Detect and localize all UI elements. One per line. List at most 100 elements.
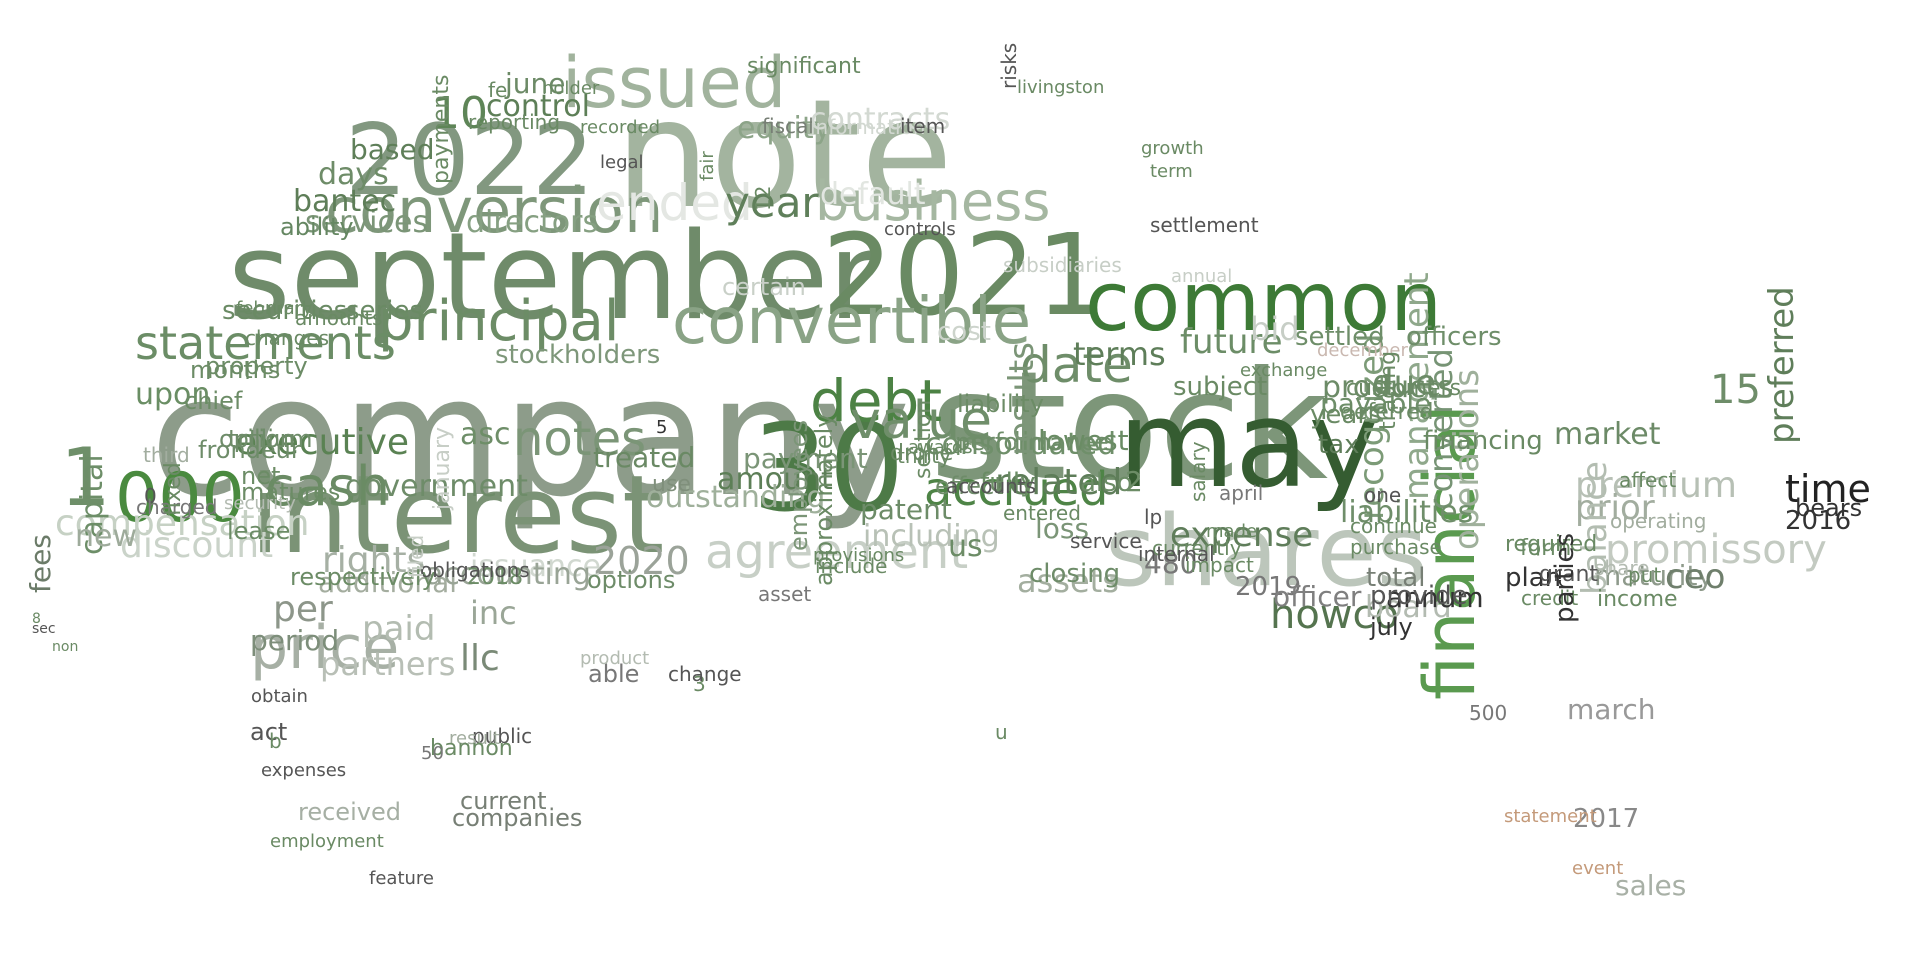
word-item: item — [900, 114, 946, 138]
word-statements: statements — [135, 316, 396, 370]
word-cash: cash — [265, 455, 391, 518]
word-period: period — [250, 624, 340, 657]
word-480: 480 — [1144, 547, 1198, 580]
word-us: us — [948, 529, 983, 564]
word-obtain: obtain — [251, 686, 308, 707]
word-series: series — [346, 296, 423, 326]
word-september: september — [228, 208, 878, 347]
word-january: january — [430, 426, 455, 510]
word-1: 1 — [60, 431, 111, 524]
word-sec: sec — [32, 621, 56, 637]
word-time: time — [1785, 467, 1871, 511]
word-drone: drone — [890, 441, 954, 466]
word-note: note — [615, 68, 953, 242]
word-llc: llc — [460, 638, 500, 679]
word-may: may — [1118, 376, 1380, 515]
word-2022: 2022 — [345, 104, 595, 218]
word-settled: settled — [1295, 322, 1385, 352]
word-credit: credit — [1521, 586, 1579, 610]
word-certain: certain — [722, 273, 806, 301]
word-feature: feature — [369, 868, 434, 889]
word-ability: ability — [280, 213, 354, 241]
word-premium: premium — [1575, 465, 1737, 506]
word-deferred: deferred — [1340, 400, 1434, 425]
word-15: 15 — [1710, 367, 1761, 413]
word-bears: bears — [1795, 494, 1863, 522]
word-years: years — [1310, 400, 1382, 430]
word-amount: amount — [717, 462, 833, 497]
word-use: use — [652, 472, 691, 497]
word-ended: ended — [596, 174, 753, 232]
word-market: market — [1554, 417, 1661, 452]
word-cost: cost — [937, 317, 991, 347]
word-days: days — [318, 157, 389, 192]
word-board: board — [1365, 590, 1452, 625]
word-bannon: bannon — [430, 736, 513, 761]
word-expense: expense — [1170, 515, 1314, 555]
word-principal: principal — [378, 289, 620, 354]
word-expenses: expenses — [261, 760, 347, 781]
word-2020: 2020 — [593, 539, 690, 583]
word-lowest: lowest — [1038, 424, 1129, 457]
word-june: june — [505, 67, 566, 100]
word-prior: prior — [1575, 488, 1655, 528]
word-also: also — [1080, 468, 1133, 498]
word-filed: filed — [404, 534, 428, 578]
word-trillium: trillium — [228, 425, 313, 453]
word-december: december — [1317, 340, 1408, 361]
word-rights: rights — [322, 540, 426, 581]
word-company: company — [150, 341, 911, 533]
word-form: form — [1520, 536, 1572, 561]
word-operating: operating — [1610, 509, 1707, 533]
word-discount: discount — [120, 525, 274, 566]
word-charged: charged — [136, 495, 218, 519]
word-preferred: preferred — [1762, 286, 1802, 444]
word-required: required — [1505, 532, 1598, 557]
word-partners: partners — [320, 645, 456, 683]
word-officers: officers — [1406, 322, 1502, 352]
word-annum: annum — [1386, 581, 1484, 614]
word-holder: holder — [542, 78, 600, 99]
word-asc: asc — [460, 417, 511, 452]
word-growth: growth — [1141, 138, 1204, 159]
word-accounts: accounts — [946, 474, 1037, 498]
word-customers: customers — [1346, 376, 1462, 401]
word-future: future — [1180, 322, 1283, 362]
word-liability: liability — [957, 390, 1044, 418]
word-net: net — [241, 462, 281, 490]
word-additional: additional — [318, 566, 458, 599]
word-entered: entered — [1003, 501, 1081, 525]
word-plan: plan — [1505, 563, 1562, 593]
word-payments: payments — [429, 74, 454, 184]
word-2021: 2021 — [822, 211, 1108, 341]
word-livingston: livingston — [1017, 77, 1105, 98]
word-including: including — [863, 519, 1000, 554]
word-companies: companies — [452, 804, 583, 832]
word-fair: fair — [697, 151, 718, 181]
word-made: made — [1206, 521, 1258, 542]
word-effect: effect — [935, 472, 1004, 500]
word-fiscal: fiscal — [762, 114, 814, 138]
word-30: 30 — [752, 400, 905, 539]
word-received: received — [298, 798, 401, 826]
word-consolidated: consolidated — [925, 427, 1117, 462]
word-default: default — [820, 177, 926, 212]
word-howco: howco — [1270, 592, 1400, 638]
word-april: april — [1219, 481, 1264, 505]
word-lease: lease — [227, 517, 291, 545]
word-july: july — [1370, 613, 1413, 641]
word-february: february — [236, 298, 313, 319]
word-months: months — [190, 356, 281, 384]
word-5: 5 — [656, 417, 668, 438]
word-recorded: recorded — [580, 117, 660, 138]
word-liabilities: liabilities — [1340, 495, 1474, 530]
word-paid: paid — [362, 609, 436, 649]
word-options: options — [587, 566, 676, 594]
word-12: 12 — [751, 185, 775, 211]
word-outstanding: outstanding — [646, 480, 826, 515]
word-fixed: fixed — [161, 462, 186, 516]
word-patent: patent — [860, 493, 952, 526]
word-non: non — [52, 639, 79, 655]
word-purchase: purchase — [1350, 535, 1442, 559]
